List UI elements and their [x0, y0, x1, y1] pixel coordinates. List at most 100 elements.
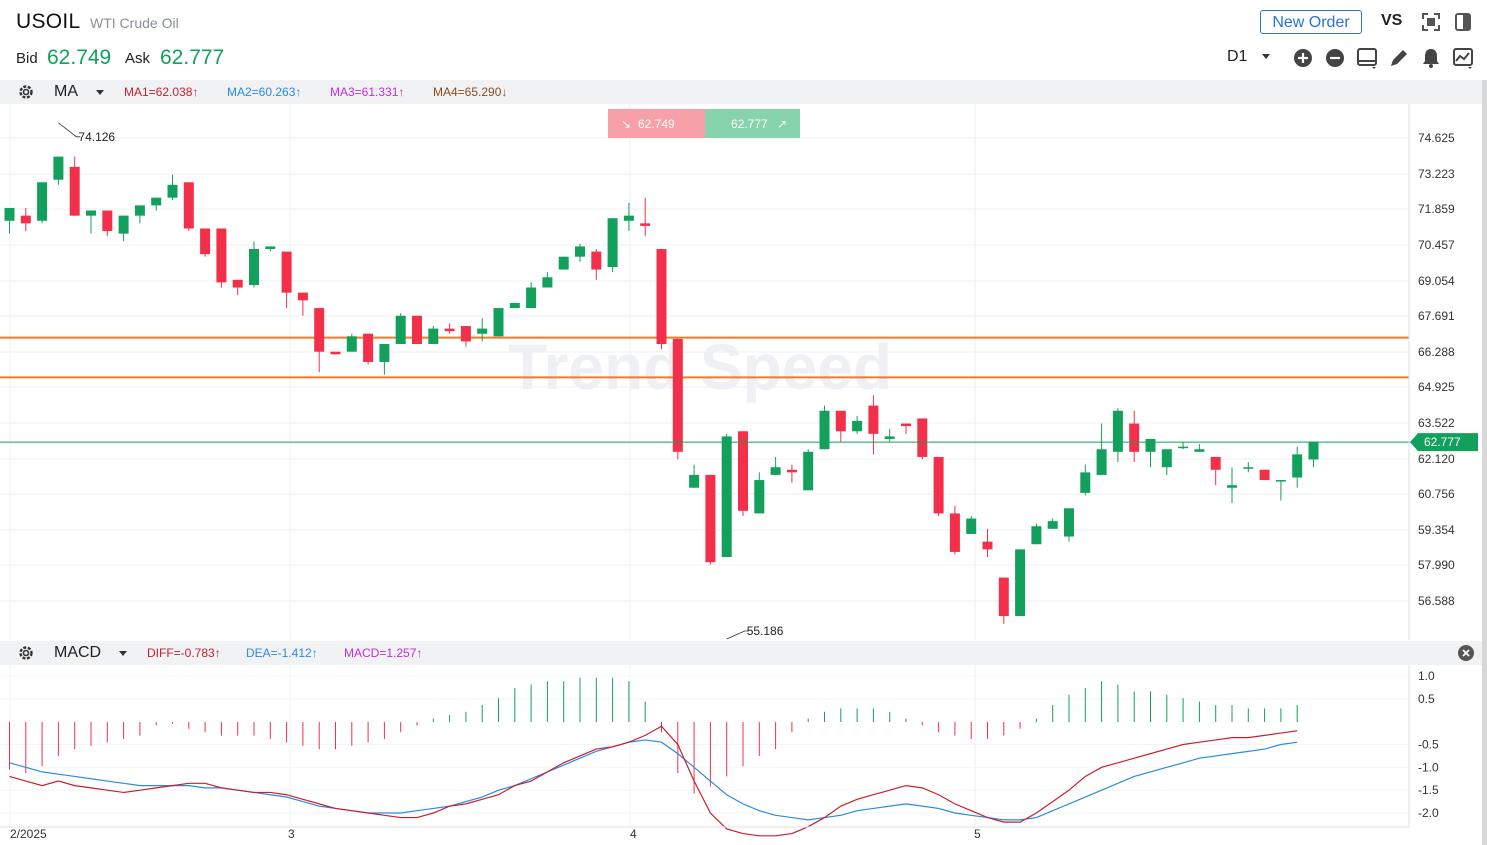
quote-box[interactable]: ↘ 62.749 62.777 ↗ [608, 109, 800, 138]
macd-axis-label: 0.5 [1418, 692, 1435, 706]
candle [998, 577, 1009, 624]
ma-dropdown-caret-icon[interactable] [96, 90, 104, 95]
price-axis-label: 57.990 [1418, 558, 1455, 572]
candle [803, 449, 814, 491]
candle [118, 215, 129, 242]
draw-pencil-icon[interactable] [1388, 47, 1410, 69]
candle [982, 528, 993, 558]
candle [314, 308, 325, 373]
price-axis-label: 62.120 [1418, 452, 1455, 466]
chart-type-icon[interactable] [1356, 47, 1378, 69]
candle [623, 202, 634, 232]
candle [395, 313, 406, 344]
candle [428, 326, 439, 344]
time-axis: 2/2025 3 4 5 [10, 827, 981, 841]
price-axis-label: 70.457 [1418, 238, 1455, 252]
candle [102, 210, 113, 237]
candle [1080, 464, 1091, 496]
candle [216, 228, 227, 288]
price-axis-label: 56.588 [1418, 594, 1455, 608]
zoom-out-icon[interactable] [1324, 47, 1346, 69]
candle [86, 210, 96, 234]
candle [444, 323, 455, 334]
ma4-value: MA4=65.290↓ [433, 85, 508, 99]
candle [134, 205, 145, 224]
candle [754, 472, 765, 514]
bid-value: 62.749 [47, 46, 112, 69]
candle [281, 251, 292, 309]
candle [493, 308, 504, 337]
candle [346, 333, 357, 352]
close-indicator-icon[interactable] [1457, 644, 1475, 662]
macd-macd-value: MACD=1.257↑ [344, 646, 423, 660]
price-axis-label: 66.288 [1418, 345, 1455, 359]
macd-dropdown-caret-icon[interactable] [119, 651, 127, 656]
candle [640, 197, 651, 237]
timeframe-select[interactable]: D1 [1227, 48, 1248, 65]
macd-indicator-name[interactable]: MACD [54, 644, 102, 661]
indicator-chart-icon[interactable] [1452, 47, 1474, 69]
ma-indicator-name[interactable]: MA [54, 83, 78, 100]
candle [1243, 462, 1254, 473]
time-axis-label: 2/2025 [10, 827, 47, 841]
sell-arrow-icon: ↘ [621, 117, 631, 131]
candle [1292, 446, 1303, 488]
candle [721, 433, 732, 558]
ask-label: Ask [125, 50, 151, 67]
candle [167, 174, 178, 201]
macd-settings-gear-icon[interactable] [17, 644, 35, 662]
candle [542, 272, 553, 288]
candle [526, 282, 537, 309]
current-price-tag: 62.777 [1410, 433, 1478, 452]
candle [705, 474, 716, 565]
candle [901, 423, 911, 434]
time-axis-label: 3 [288, 827, 295, 841]
macd-axis-label: -1.5 [1418, 783, 1439, 797]
candle [672, 338, 683, 460]
fullscreen-icon[interactable] [1420, 11, 1442, 33]
macd-chart[interactable]: 1.0 0.5 -0.5 -1.0 -1.5 -2.0 2/2025 3 4 5 [0, 665, 1482, 845]
candle [4, 207, 15, 234]
price-axis-label: 60.756 [1418, 487, 1455, 501]
candle [297, 292, 308, 316]
ma-settings-gear-icon[interactable] [17, 83, 35, 101]
symbol-name: WTI Crude Oil [90, 15, 179, 31]
chevron-down-icon[interactable] [1262, 54, 1270, 59]
candle [1275, 480, 1286, 501]
candle [770, 456, 781, 475]
price-axis-label: 73.223 [1418, 167, 1455, 181]
price-chart[interactable]: Trend Speed 74.126 55.186 74.625 73.223 71… [0, 104, 1482, 640]
macd-axis-label: -1.0 [1418, 760, 1439, 774]
time-axis-label: 5 [974, 827, 981, 841]
current-price-label: 62.777 [1424, 435, 1461, 449]
price-axis-label: 71.859 [1418, 202, 1455, 216]
horizontal-lines[interactable] [0, 336, 1409, 379]
ask-value: 62.777 [160, 46, 225, 69]
extremes-annotations: 74.126 55.186 [58, 122, 784, 640]
buy-arrow-icon: ↗ [777, 117, 787, 131]
candle [1210, 456, 1221, 486]
zoom-in-icon[interactable] [1292, 47, 1314, 69]
candle [1308, 441, 1319, 468]
alert-bell-icon[interactable] [1420, 47, 1442, 69]
candle [1194, 444, 1205, 452]
buy-quote-button[interactable] [705, 109, 800, 138]
panel-icon[interactable] [1452, 11, 1474, 33]
new-order-button[interactable]: New Order [1260, 10, 1362, 34]
candle [917, 418, 928, 460]
ma3-value: MA3=61.331↑ [330, 85, 405, 99]
candle [1047, 518, 1058, 529]
watermark: Trend Speed [508, 331, 892, 403]
right-scrollbar[interactable] [1482, 80, 1487, 845]
price-axis-label: 67.691 [1418, 309, 1455, 323]
candle [607, 218, 618, 273]
candle [1064, 508, 1074, 542]
candle [379, 343, 390, 375]
price-axis-label: 69.054 [1418, 274, 1455, 288]
candle [1227, 467, 1237, 504]
sell-quote-button[interactable] [608, 109, 705, 138]
candle [200, 228, 211, 257]
candle [249, 241, 259, 288]
candle [1259, 469, 1270, 481]
compare-vs-button[interactable]: VS [1381, 12, 1403, 29]
